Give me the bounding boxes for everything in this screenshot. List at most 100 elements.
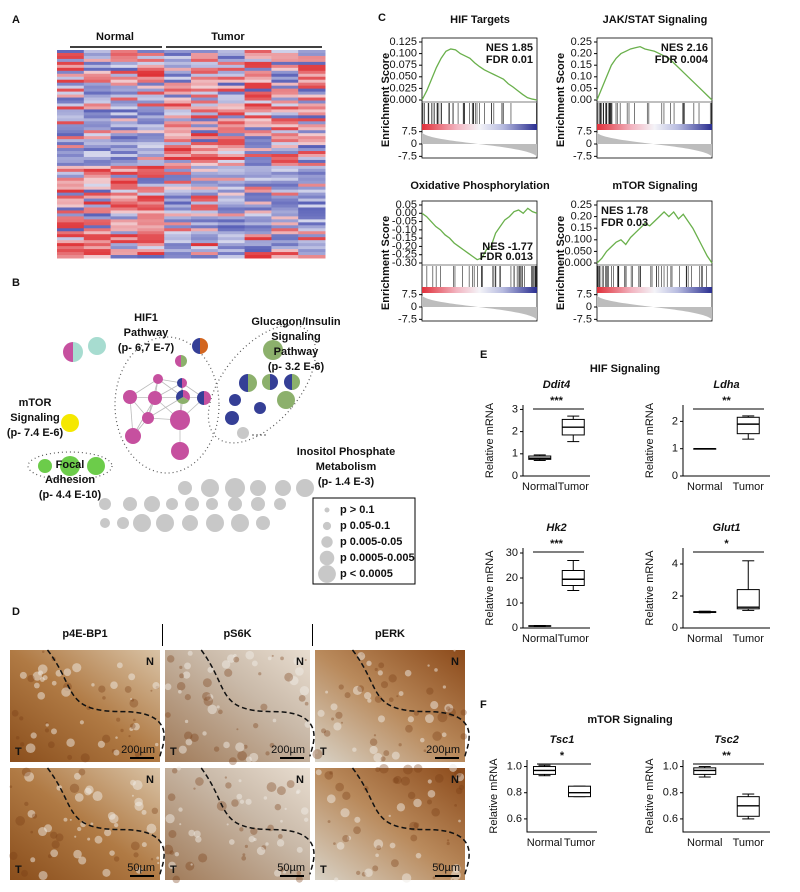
heatmap-cell [110,228,138,232]
heatmap-cell [137,204,165,208]
heatmap-cell [298,73,326,78]
heatmap-cell [244,237,272,241]
node [274,498,286,510]
node [206,498,218,510]
ihc-texture [32,671,42,681]
heatmap-cell [110,225,138,229]
ihc-texture [455,772,465,782]
pathway-name: Glucagon/Insulin [251,316,341,328]
heatmap-cell [164,225,192,229]
heatmap-cell [244,243,272,247]
ihc-texture [27,674,35,683]
pathway-name: HIF1 [134,312,158,324]
heatmap-cell [217,79,246,84]
ihc-texture [260,703,268,711]
ihc-texture [372,865,379,872]
y-axis-label: Enrichment Score [555,216,567,310]
heatmap-cell [244,192,272,197]
ihc-texture [277,833,283,839]
node-slice [197,391,204,405]
heatmap-cell [244,64,272,69]
ihc-texture [304,658,307,662]
ihc-texture [176,681,186,691]
heatmap-cell [298,127,326,131]
panel-label: A [12,14,20,26]
y-tick-label: 0.25 [571,199,592,211]
ihc-texture [113,856,120,862]
ihc-texture [415,852,422,859]
heatmap-cell [217,219,246,223]
ihc-texture [25,743,36,754]
legend-swatch [318,565,336,583]
heatmap-cell [244,82,272,87]
ihc-texture [450,877,453,881]
ihc-texture [134,752,141,758]
heatmap-cell [57,136,85,140]
heatmap-cell [57,133,85,137]
heatmap-cell [110,210,138,214]
ihc-texture [401,873,412,883]
chart-title: Hk2 [546,522,566,534]
heatmap-cell [83,82,112,87]
heatmap-cell [137,133,165,137]
heatmap-cell [137,100,165,104]
heatmap-cell [244,177,272,182]
heatmap-cell [137,55,165,60]
heatmap-cell [110,177,138,182]
heatmap-cell [137,115,165,119]
ihc-texture [269,742,275,748]
heatmap-cell [191,148,219,152]
heatmap-cell [298,168,326,173]
heatmap-cell [191,103,219,107]
heatmap-cell [83,243,112,247]
ihc-texture [427,664,430,667]
heatmap-cell [217,168,246,173]
heatmap-cell [298,165,326,170]
heatmap-cell [110,121,138,125]
heatmap-cell [110,216,138,220]
heatmap-cell [164,148,192,152]
heatmap-cell [217,85,246,90]
heatmap-cell [83,219,112,223]
tumor-boundary [351,767,470,875]
panel-label: E [480,349,487,361]
ihc-texture [453,649,456,652]
heatmap-cell [217,183,246,188]
ihc-texture [333,722,342,731]
chart-title: JAK/STAT Signaling [603,14,708,26]
heatmap-cell [57,186,85,191]
heatmap-cell [83,67,112,72]
heatmap-cell [83,136,112,140]
heatmap-cell [83,192,112,197]
heatmap-cell [271,159,299,164]
node [206,514,224,532]
ihc-texture [15,735,20,740]
y-tick-label: 20 [506,572,518,584]
heatmap-cell [244,124,272,128]
heatmap-cell [57,58,85,63]
heatmap-cell [217,130,246,134]
x-tick-label: Tumor [733,481,765,493]
ihc-texture [375,853,379,858]
legend-label: p > 0.1 [340,504,375,516]
heatmap-cell [191,97,219,102]
heatmap-cell [191,94,219,99]
heatmap-cell [57,219,85,223]
ihc-texture [335,711,343,719]
node-slice [292,374,300,390]
y-tick-label: 0.15 [571,59,592,71]
ihc-texture [299,686,310,696]
ihc-texture [420,737,425,743]
heatmap-cell [271,130,299,134]
heatmap-cell [110,231,138,235]
heatmap-cell [83,79,112,84]
heatmap-cell [57,177,85,182]
heatmap-cell [217,76,246,81]
ihc-texture [460,709,467,716]
heatmap-cell [191,171,219,176]
ihc-texture [344,692,351,699]
heatmap-cell [298,177,326,182]
ihc-texture [51,840,60,849]
ihc-texture [109,850,115,856]
metric-tick-label: 0 [586,138,592,150]
